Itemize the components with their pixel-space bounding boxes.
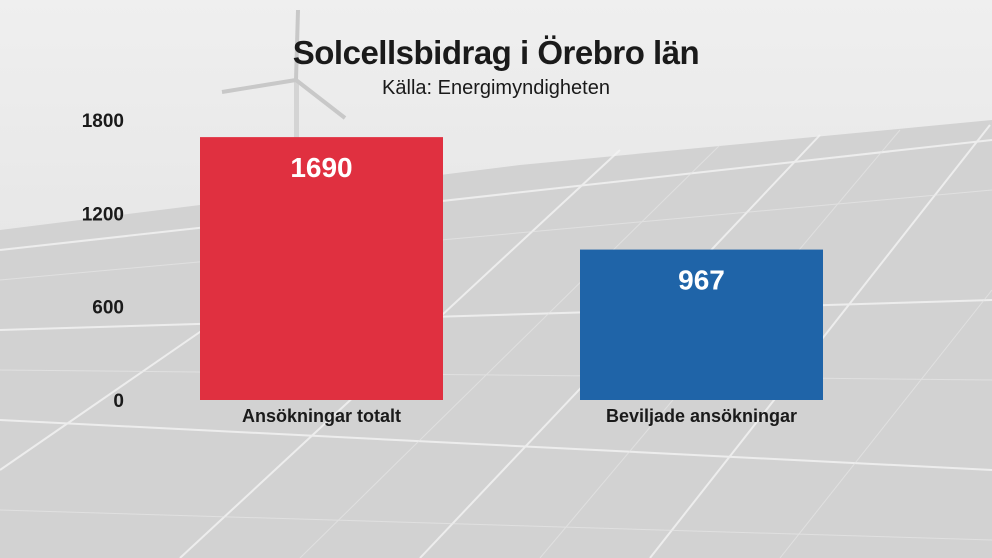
y-tick-label: 600 <box>92 298 124 319</box>
y-tick-label: 1800 <box>82 111 124 132</box>
data-label: 1690 <box>290 152 352 183</box>
bar <box>200 137 443 400</box>
category-label: Beviljade ansökningar <box>606 406 797 426</box>
chart-subtitle: Källa: Energimyndigheten <box>382 77 610 99</box>
category-label: Ansökningar totalt <box>242 406 401 426</box>
chart-title: Solcellsbidrag i Örebro län <box>292 34 700 71</box>
bar <box>580 249 823 400</box>
y-tick-label: 0 <box>113 391 124 412</box>
wind-turbine-icon <box>221 9 347 150</box>
data-label: 967 <box>678 265 725 296</box>
y-tick-label: 1200 <box>82 204 124 225</box>
